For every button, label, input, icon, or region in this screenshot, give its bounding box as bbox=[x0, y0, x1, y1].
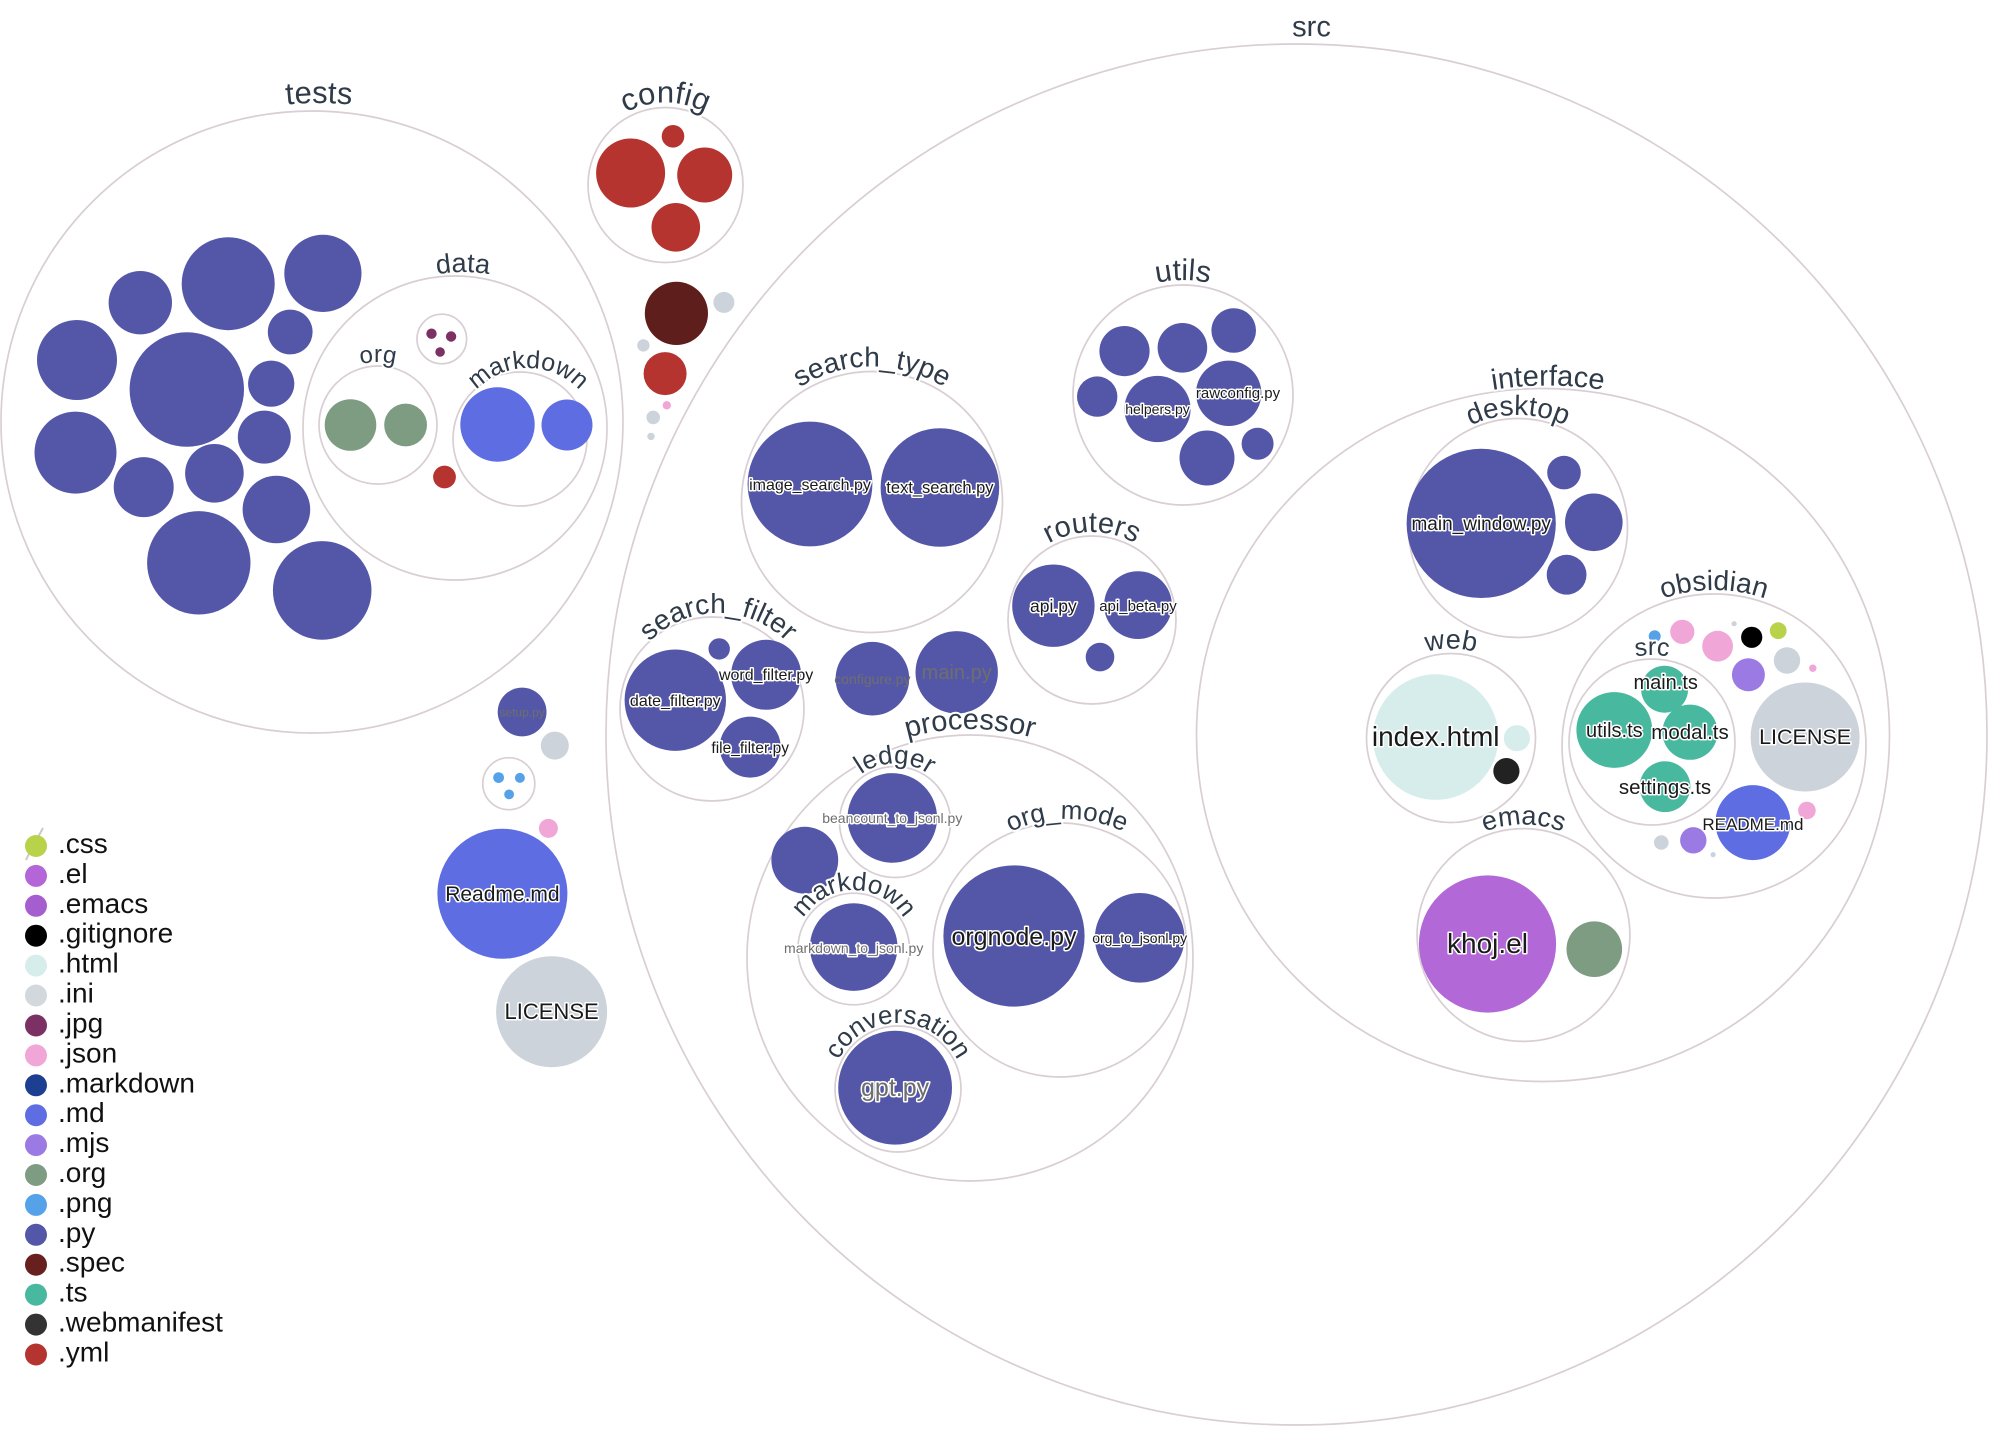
svg-text:web: web bbox=[1421, 624, 1480, 657]
svg-text:.webmanifest: .webmanifest bbox=[58, 1307, 223, 1338]
svg-text:main.py: main.py bbox=[922, 662, 992, 684]
svg-text:index.html: index.html bbox=[1372, 721, 1500, 752]
svg-text:LICENSE: LICENSE bbox=[1759, 725, 1851, 749]
svg-text:.json: .json bbox=[58, 1037, 117, 1068]
svg-text:.png: .png bbox=[58, 1187, 113, 1218]
svg-text:modal.ts: modal.ts bbox=[1651, 721, 1728, 744]
svg-text:.css: .css bbox=[58, 828, 108, 859]
svg-text:file_filter.py: file_filter.py bbox=[711, 740, 789, 757]
svg-text:.ts: .ts bbox=[58, 1277, 88, 1308]
svg-text:.md: .md bbox=[58, 1097, 105, 1128]
svg-text:.yml: .yml bbox=[58, 1337, 109, 1368]
svg-text:src: src bbox=[1633, 633, 1671, 662]
svg-text:.spec: .spec bbox=[58, 1247, 125, 1278]
svg-text:api.py: api.py bbox=[1030, 596, 1077, 616]
svg-text:orgnode.py: orgnode.py bbox=[951, 923, 1077, 951]
svg-text:helpers.py: helpers.py bbox=[1125, 401, 1190, 417]
svg-text:utils: utils bbox=[1152, 254, 1213, 290]
svg-text:data: data bbox=[434, 248, 493, 280]
svg-text:gpt.py: gpt.py bbox=[861, 1074, 930, 1102]
svg-text:beancount_to_jsonl.py: beancount_to_jsonl.py bbox=[822, 810, 962, 826]
svg-text:settings.ts: settings.ts bbox=[1619, 776, 1711, 799]
svg-text:main_window.py: main_window.py bbox=[1411, 514, 1551, 535]
svg-text:src: src bbox=[1292, 11, 1331, 43]
svg-text:README.md: README.md bbox=[1702, 815, 1803, 834]
svg-text:.markdown: .markdown bbox=[58, 1067, 195, 1098]
svg-text:image_search.py: image_search.py bbox=[749, 477, 871, 494]
svg-text:Readme.md: Readme.md bbox=[445, 883, 559, 906]
svg-text:main.ts: main.ts bbox=[1633, 672, 1697, 694]
svg-text:word_filter.py: word_filter.py bbox=[718, 667, 813, 684]
svg-text:khoj.el: khoj.el bbox=[1447, 928, 1528, 959]
svg-text:org_to_jsonl.py: org_to_jsonl.py bbox=[1092, 930, 1187, 946]
svg-text:api_beta.py: api_beta.py bbox=[1099, 598, 1177, 615]
svg-text:.org: .org bbox=[58, 1157, 106, 1188]
svg-text:utils.ts: utils.ts bbox=[1586, 720, 1643, 742]
svg-text:date_filter.py: date_filter.py bbox=[630, 693, 721, 710]
svg-text:.emacs: .emacs bbox=[58, 888, 148, 919]
svg-text:.el: .el bbox=[58, 858, 88, 889]
svg-text:LICENSE: LICENSE bbox=[505, 999, 599, 1024]
svg-text:org: org bbox=[357, 341, 398, 370]
svg-text:markdown_to_jsonl.py: markdown_to_jsonl.py bbox=[784, 940, 923, 956]
svg-text:.ini: .ini bbox=[58, 978, 94, 1009]
svg-text:configure.py: configure.py bbox=[834, 671, 910, 687]
svg-text:rawconfig.py: rawconfig.py bbox=[1196, 385, 1281, 402]
svg-text:.py: .py bbox=[58, 1217, 95, 1248]
svg-text:.mjs: .mjs bbox=[58, 1127, 109, 1158]
svg-text:.gitignore: .gitignore bbox=[58, 918, 173, 949]
svg-text:.jpg: .jpg bbox=[58, 1008, 103, 1039]
svg-text:setup.py: setup.py bbox=[499, 706, 544, 720]
svg-text:text_search.py: text_search.py bbox=[886, 479, 994, 497]
svg-text:.html: .html bbox=[58, 948, 119, 979]
